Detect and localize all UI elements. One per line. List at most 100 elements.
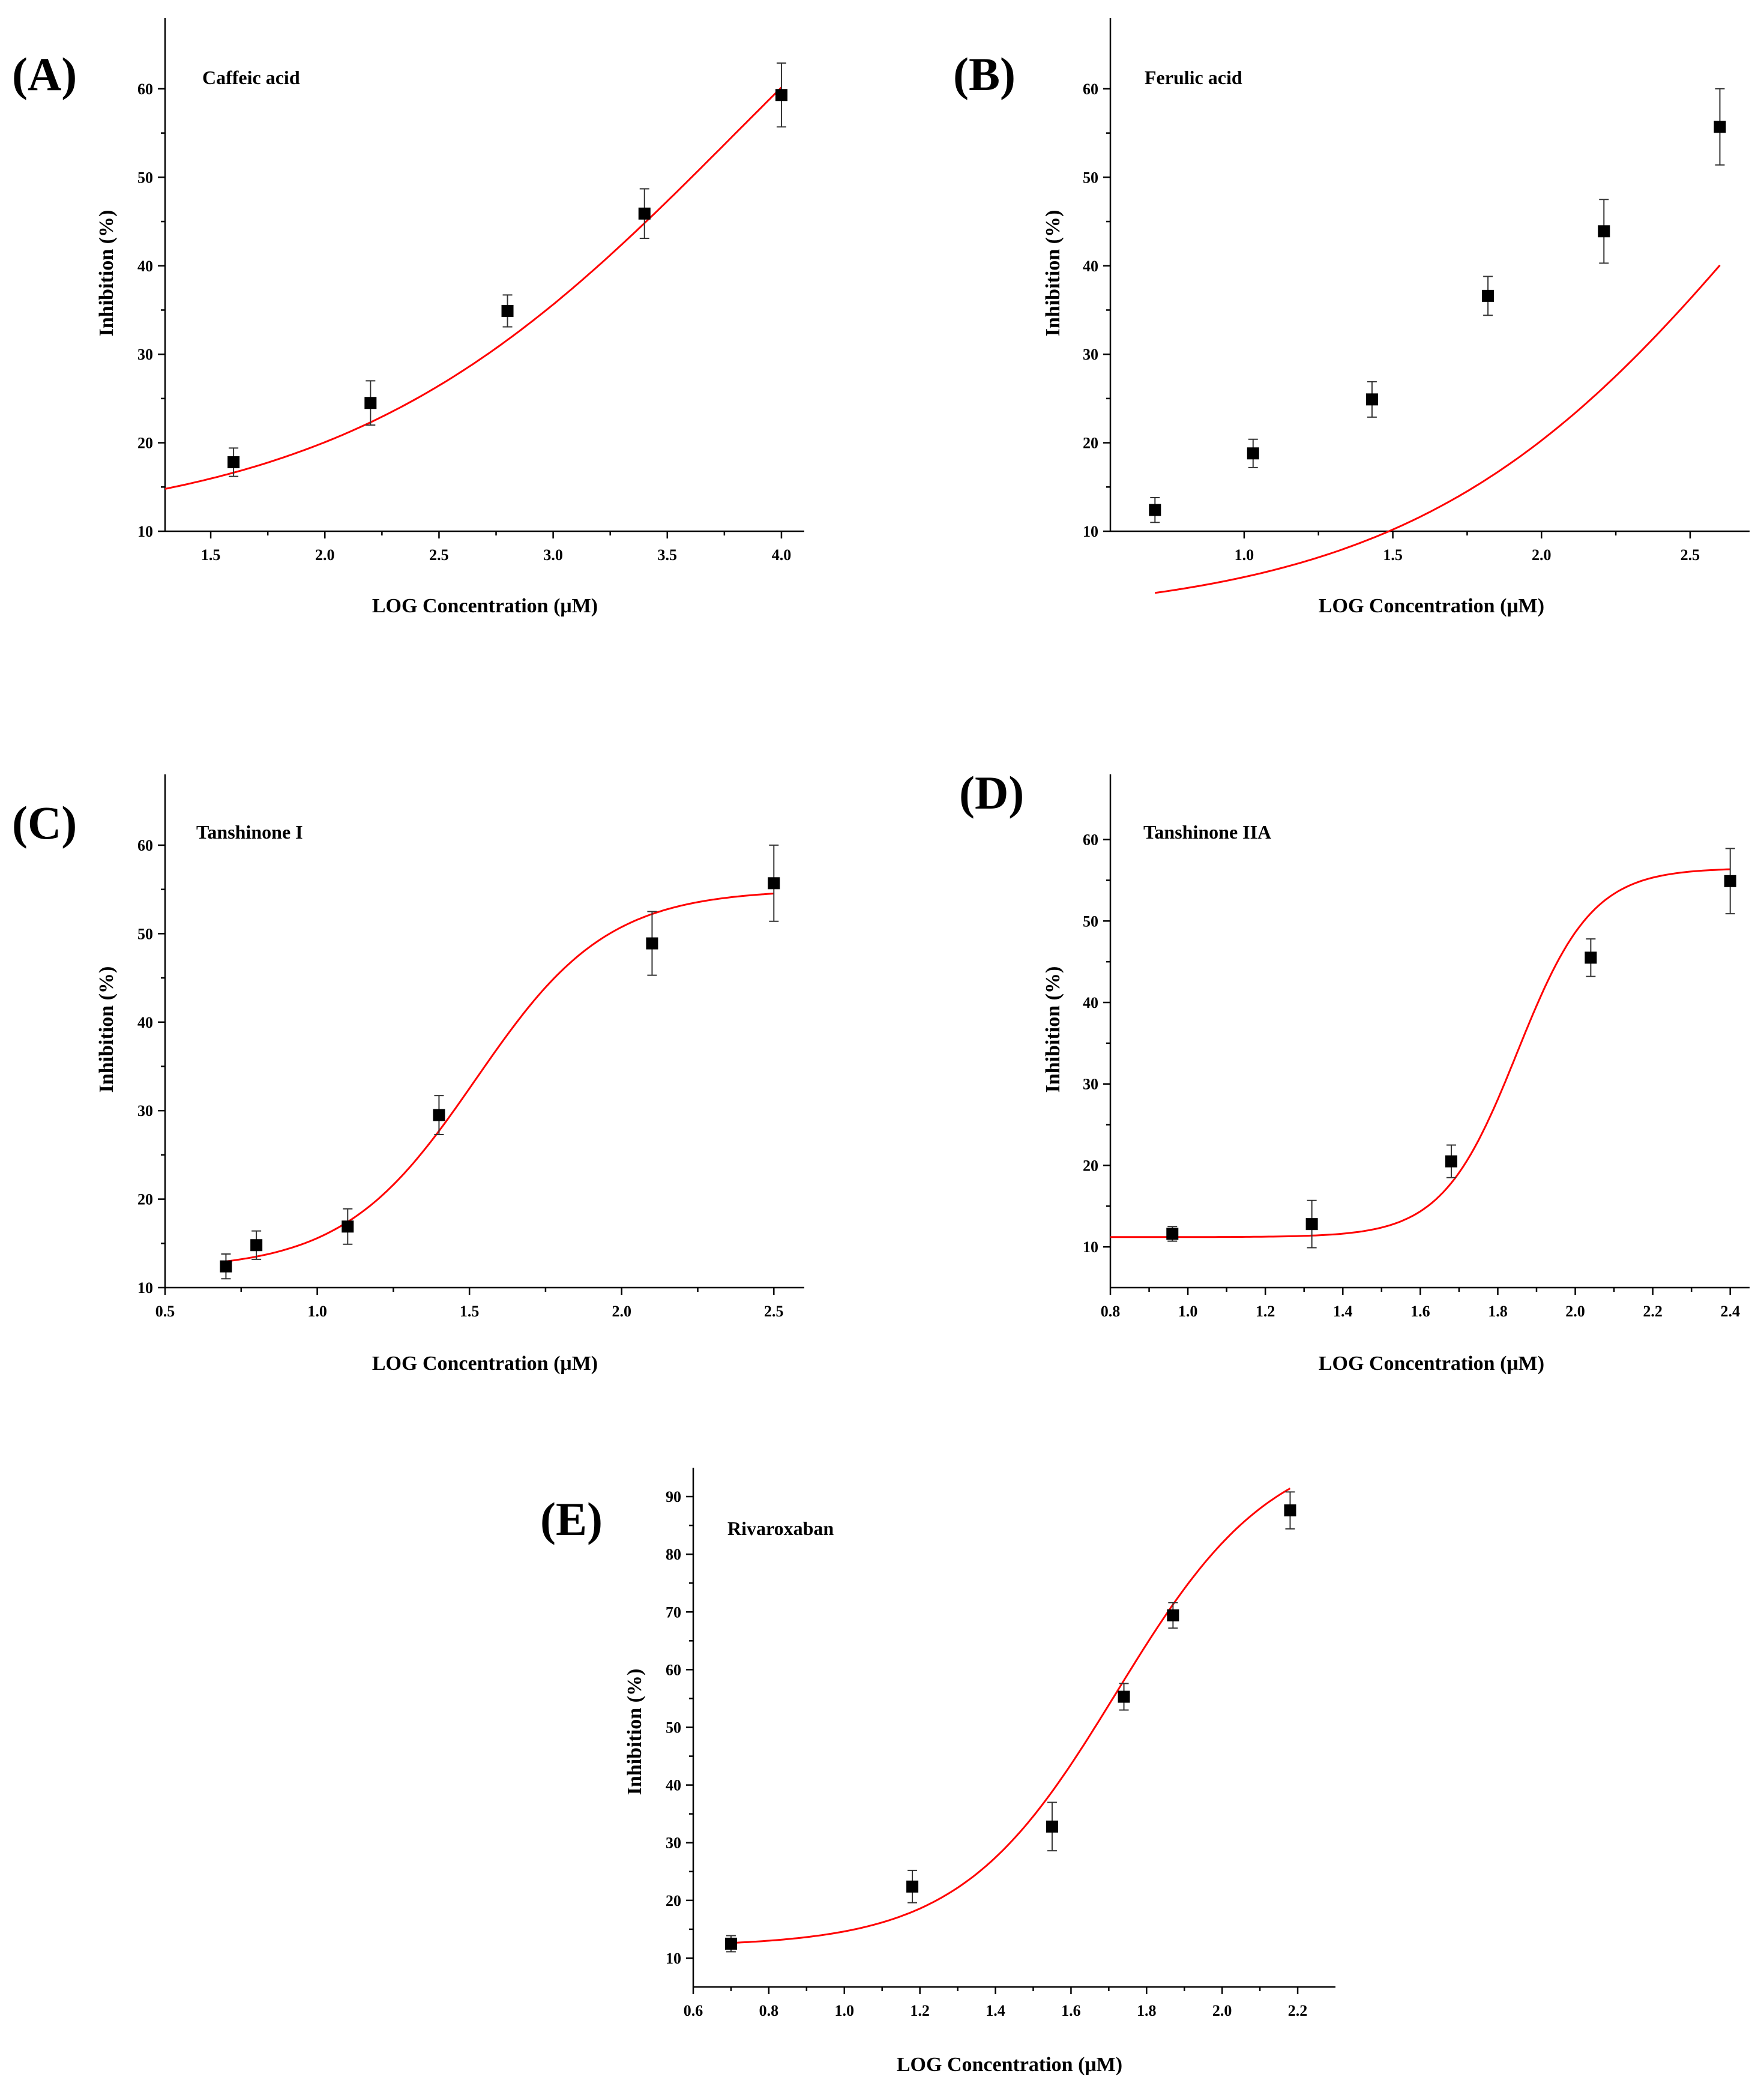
panel-label: (E) [540, 1493, 603, 1545]
axes: 0.5 1.0 1.5 2.0 2.5 10 20 30 40 50 60 [137, 774, 804, 1320]
axes: 1.5 2.0 2.5 3.0 3.5 4.0 10 20 30 40 50 60 [137, 18, 804, 564]
y-tick-label: 60 [1083, 80, 1098, 98]
y-tick-label: 80 [666, 1546, 681, 1563]
data-point [1365, 393, 1378, 406]
y-tick-label: 60 [137, 837, 153, 854]
data-point [1305, 1218, 1318, 1231]
x-tick-label: 2.0 [612, 1303, 631, 1320]
x-tick-label: 2.0 [1532, 546, 1552, 564]
x-tick-label: 2.0 [1212, 2002, 1232, 2019]
data-point [638, 207, 651, 220]
series-name: Caffeic acid [202, 67, 300, 88]
data-point [1724, 875, 1736, 887]
panel-label: (B) [953, 48, 1016, 100]
axes: 0.8 1.0 1.2 1.4 1.6 1.8 2.0 2.2 2.4 10 20 30 40 50 60 [1083, 774, 1750, 1320]
data-point [1284, 1504, 1296, 1517]
marks [1149, 88, 1726, 594]
x-tick-label: 1.4 [1333, 1303, 1353, 1320]
x-tick-label: 2.2 [1643, 1303, 1663, 1320]
x-tick-label: 3.5 [658, 546, 678, 564]
data-point [250, 1239, 263, 1252]
y-tick-label: 90 [666, 1488, 681, 1506]
data-point [227, 456, 240, 469]
y-tick-label: 40 [137, 1014, 153, 1031]
panel-label: (C) [12, 797, 77, 849]
x-axis-title: LOG Concentration (μM) [372, 1352, 598, 1375]
y-axis-title: Inhibition (%) [95, 210, 118, 337]
x-tick-label: 1.6 [1410, 1303, 1430, 1320]
data-point [433, 1109, 445, 1121]
y-tick-label: 40 [137, 258, 153, 275]
marks [220, 844, 780, 1280]
y-axis-title: Inhibition (%) [624, 1669, 646, 1795]
x-tick-label: 1.5 [201, 546, 221, 564]
y-tick-label: 30 [1083, 346, 1098, 363]
y-tick-label: 50 [666, 1719, 681, 1737]
y-tick-label: 20 [137, 435, 153, 452]
axes: 1.0 1.5 2.0 2.5 10 20 30 40 50 60 [1083, 18, 1750, 564]
data-point [646, 937, 658, 950]
x-tick-label: 2.4 [1720, 1303, 1740, 1320]
x-tick-label: 3.0 [543, 546, 563, 564]
x-tick-label: 1.4 [986, 2002, 1005, 2019]
y-tick-label: 30 [1083, 1076, 1098, 1093]
y-tick-label: 10 [666, 1950, 681, 1967]
x-tick-label: 1.0 [1235, 546, 1254, 564]
panel-a: (A) Caffeic acid LOG Concentration (μM) … [12, 18, 804, 617]
y-tick-label: 10 [137, 523, 153, 540]
x-tick-label: 4.0 [772, 546, 792, 564]
fit-curve [164, 86, 783, 490]
data-point [1714, 121, 1726, 133]
y-tick-label: 50 [137, 925, 153, 942]
marks [724, 1488, 1296, 1953]
data-point [364, 397, 377, 409]
y-axis-title: Inhibition (%) [95, 966, 118, 1093]
fit-curve [1155, 264, 1721, 594]
y-axis-title: Inhibition (%) [1042, 966, 1064, 1093]
data-point [1166, 1228, 1179, 1240]
data-point [1445, 1155, 1457, 1168]
data-point [220, 1260, 232, 1273]
panel-b: (B) Ferulic acid LOG Concentration (μM) … [953, 18, 1750, 617]
series-name: Rivaroxaban [727, 1518, 834, 1539]
data-point [342, 1220, 354, 1233]
y-tick-label: 20 [1083, 435, 1098, 452]
data-point [775, 89, 787, 101]
y-tick-label: 10 [1083, 1238, 1098, 1256]
y-tick-label: 10 [137, 1279, 153, 1297]
panel-d: (D) Tanshinone IIA LOG Concentration (μM… [959, 767, 1750, 1375]
fit-curve [226, 893, 774, 1262]
y-tick-label: 50 [137, 169, 153, 186]
panel-label: (D) [959, 767, 1024, 819]
y-tick-label: 30 [137, 346, 153, 363]
y-tick-label: 50 [1083, 912, 1098, 930]
y-tick-label: 40 [666, 1777, 681, 1794]
x-tick-label: 2.0 [315, 546, 335, 564]
x-tick-label: 0.8 [1101, 1303, 1121, 1320]
x-axis-title: LOG Concentration (μM) [897, 2054, 1122, 2076]
x-tick-label: 2.5 [764, 1303, 784, 1320]
x-axis-title: LOG Concentration (μM) [1319, 1352, 1544, 1375]
y-tick-label: 20 [137, 1191, 153, 1208]
x-tick-label: 1.2 [910, 2002, 930, 2019]
x-tick-label: 1.0 [835, 2002, 855, 2019]
y-axis-title: Inhibition (%) [1042, 210, 1064, 337]
data-point [1046, 1820, 1058, 1833]
y-tick-label: 20 [666, 1892, 681, 1910]
data-point [1167, 1609, 1179, 1622]
x-tick-label: 1.2 [1256, 1303, 1275, 1320]
x-tick-label: 0.5 [155, 1303, 175, 1320]
y-tick-label: 70 [666, 1603, 681, 1621]
data-point [768, 877, 780, 890]
data-point [1118, 1690, 1130, 1703]
x-tick-label: 1.0 [307, 1303, 327, 1320]
y-tick-label: 40 [1083, 258, 1098, 275]
x-axis-title: LOG Concentration (μM) [1319, 595, 1544, 617]
y-tick-label: 20 [1083, 1157, 1098, 1174]
data-point [1149, 504, 1161, 516]
x-tick-label: 1.5 [460, 1303, 480, 1320]
data-point [1482, 289, 1495, 302]
panel-label: (A) [12, 48, 77, 100]
x-tick-label: 2.0 [1565, 1303, 1585, 1320]
